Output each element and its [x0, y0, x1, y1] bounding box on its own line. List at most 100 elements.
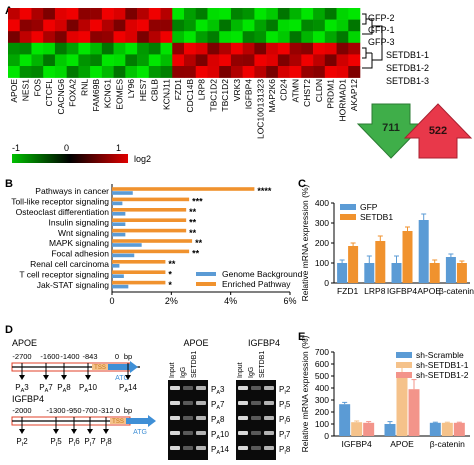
heatmap-cell	[313, 54, 326, 67]
primer-arrow-icon	[43, 375, 49, 380]
heatmap-cell	[324, 19, 337, 32]
heatmap-cell	[184, 31, 197, 44]
y-tick-label: 400	[315, 198, 329, 208]
pathway-chart: Pathways in cancer ****Toll-like receptor…	[11, 184, 303, 306]
heatmap-cell	[207, 42, 220, 55]
heatmap-cell	[125, 42, 138, 55]
gel-row-label: PI8	[279, 445, 291, 456]
gel-band	[196, 401, 206, 405]
heatmap-cell	[289, 8, 302, 20]
significance-label: **	[195, 238, 203, 248]
heatmap-cell	[160, 8, 173, 20]
significance-label: *	[168, 280, 172, 290]
heatmap-cell	[90, 8, 103, 20]
category-label: APOE	[417, 286, 441, 296]
bar	[391, 263, 402, 283]
heatmap-cell	[160, 42, 173, 55]
heatmap-cell	[137, 54, 150, 67]
category-label: IGFBP4	[342, 439, 373, 449]
gene-label: VRK3	[232, 79, 242, 101]
heatmap-cell	[184, 8, 197, 20]
heatmap-cell	[230, 19, 243, 32]
gene-label: APOE	[9, 79, 19, 103]
gene-label: IGFBP4	[244, 79, 254, 110]
row-label: SETDB1-1	[386, 50, 429, 60]
gel-row-label: PI7	[279, 430, 291, 441]
panel-label-d: D	[5, 324, 13, 336]
heatmap-cell	[19, 54, 32, 67]
atg-label: ATG	[115, 375, 129, 382]
lane-label: SETDB1	[191, 351, 198, 378]
significance-label: **	[168, 259, 176, 269]
heatmap-cell	[137, 42, 150, 55]
primer-arrow-icon	[85, 375, 91, 380]
heatmap-cell	[266, 54, 279, 67]
heatmap-cell	[289, 42, 302, 55]
heatmap-cell	[254, 54, 267, 67]
heatmap-cell	[101, 8, 114, 20]
heatmap-cell	[254, 31, 267, 44]
heatmap-cell	[266, 42, 279, 55]
gene-label: HES7	[138, 79, 148, 101]
heatmap-cell	[125, 66, 138, 78]
category-label: IGFBP4	[387, 286, 418, 296]
heatmap-cell	[230, 42, 243, 55]
colorbar	[12, 154, 128, 163]
heatmap-cell	[242, 54, 255, 67]
heatmap-cell	[113, 66, 126, 78]
primer-arrow-icon	[87, 429, 93, 434]
heatmap-cell	[54, 54, 67, 67]
heatmap-cell	[78, 42, 91, 55]
lane-label: Input	[237, 362, 244, 378]
legend-swatch	[396, 352, 412, 358]
colorbar-tick: -1	[12, 143, 20, 153]
gene-label: PRDM1	[326, 79, 336, 109]
bar	[429, 422, 441, 436]
bar-enriched	[112, 280, 166, 285]
heatmap-cell	[348, 31, 361, 44]
y-tick-label: 100	[315, 258, 329, 268]
primer-label: PA14	[119, 383, 137, 394]
heatmap-cell	[207, 19, 220, 32]
gene-labels: APOE NES1 FOS CTCFL CACNG6 FOXA2 RNL FAM69B KCNG…	[9, 79, 359, 139]
heatmap-cell	[242, 42, 255, 55]
gel-band	[170, 386, 180, 390]
heatmap-cell	[254, 66, 267, 78]
row-label: GFP-2	[368, 13, 395, 23]
atg-arrow-icon	[108, 361, 138, 373]
bar-enriched	[112, 197, 190, 202]
heatmap-cell	[148, 54, 161, 67]
gene-title: APOE	[12, 338, 37, 348]
primer-label: PA10	[79, 383, 97, 394]
y-tick-label: 0	[324, 278, 329, 288]
primer-arrow-icon	[71, 429, 77, 434]
primer-label: PA3	[15, 383, 29, 394]
gene-label: KCNJ11	[161, 79, 171, 110]
x-tick-label: 4%	[224, 296, 237, 306]
heatmap-cell	[43, 54, 56, 67]
heatmap-cell	[43, 8, 56, 20]
gel-row-label: PA14	[211, 445, 229, 456]
heatmap-cell	[125, 54, 138, 67]
category-label: Insulin signaling	[49, 217, 110, 227]
gel-band	[264, 401, 274, 405]
y-tick-label: 200	[315, 407, 329, 417]
category-label: MAPK signaling	[49, 238, 109, 248]
bar-background	[112, 264, 120, 268]
bar	[396, 373, 408, 436]
heatmap-cell	[125, 19, 138, 32]
heatmap-cell	[31, 66, 44, 78]
heatmap-cell	[336, 8, 349, 20]
gel-band	[196, 386, 206, 390]
heatmap-cell	[242, 31, 255, 44]
heatmap-cell	[277, 19, 290, 32]
heatmap-cell	[78, 54, 91, 67]
heatmap-cell	[137, 66, 150, 78]
heatmap-cell	[230, 31, 243, 44]
heatmap-cell	[8, 42, 21, 55]
heatmap-cell	[324, 8, 337, 20]
bar-enriched	[112, 239, 193, 243]
heatmap-cell	[172, 8, 185, 20]
heatmap-cell	[31, 19, 44, 32]
bar	[363, 422, 375, 436]
